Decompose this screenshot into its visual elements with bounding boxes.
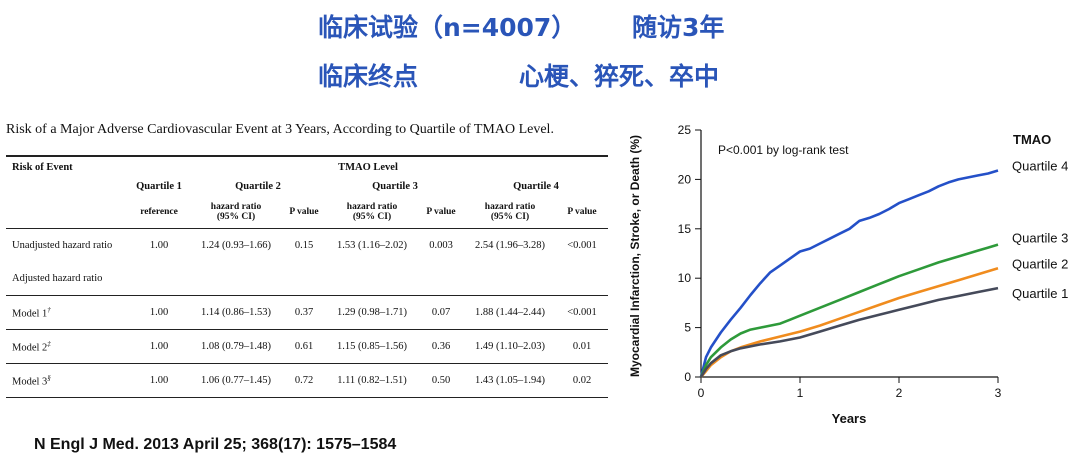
ci-label: (95% CI) — [216, 212, 256, 222]
x-tick-label: 3 — [995, 386, 1002, 400]
quartile-header: Quartile 4 — [513, 181, 559, 192]
model-name: Model 2 — [12, 342, 48, 354]
quartile-header: Quartile 1 — [136, 181, 182, 192]
row-label: Model 1† — [6, 295, 128, 330]
ci-label: (95% CI) — [490, 212, 530, 222]
hr-header: hazard ratio (95% CI) — [464, 196, 556, 229]
cell: 1.06 (0.77–1.45) — [201, 375, 271, 386]
y-tick-label: 20 — [678, 172, 692, 186]
series-line — [700, 267, 999, 378]
cell: 1.08 (0.79–1.48) — [190, 329, 282, 364]
cell: 0.02 — [572, 375, 592, 386]
quartile-header: Quartile 2 — [235, 181, 281, 192]
cell: 1.53 (1.16–2.02) — [337, 240, 407, 251]
cell: 1.29 (0.98–1.71) — [326, 295, 418, 330]
row-label: Model 2‡ — [6, 329, 128, 364]
endpoint-list: 心梗、猝死、卒中 — [519, 62, 720, 91]
cell: 0.37 — [282, 295, 326, 330]
table-row: Model 3§ 1.00 1.06 (0.77–1.45) 0.72 1.11… — [6, 364, 608, 398]
cell: 0.07 — [418, 295, 464, 330]
cell: 1.00 — [128, 295, 190, 330]
cell: 1.11 (0.82–1.51) — [337, 375, 407, 386]
logrank-annotation: P<0.001 by log-rank test — [718, 143, 849, 157]
series-line — [699, 286, 999, 378]
cell: 0.01 — [556, 329, 609, 364]
cell: 1.49 (1.10–2.03) — [464, 329, 556, 364]
table-row: Adjusted hazard ratio — [6, 262, 609, 296]
cell: 1.24 (0.93–1.66) — [201, 240, 271, 251]
hr-header: hazard ratio (95% CI) — [190, 196, 282, 229]
cell: <0.001 — [556, 295, 609, 330]
adjusted-label: Adjusted hazard ratio — [6, 262, 609, 296]
y-tick-label: 25 — [678, 123, 692, 137]
cell: 1.00 — [149, 240, 169, 251]
endpoint-label: 临床终点 — [318, 62, 419, 91]
row-label: Unadjusted hazard ratio — [12, 240, 113, 251]
table-row: Model 2‡ 1.00 1.08 (0.79–1.48) 0.61 1.15… — [6, 329, 609, 364]
p-header: P value — [556, 196, 609, 229]
cell: 1.00 — [149, 375, 169, 386]
cell: 0.72 — [294, 375, 314, 386]
cell: 0.36 — [418, 329, 464, 364]
y-tick-label: 10 — [678, 271, 692, 285]
y-tick-label: 15 — [678, 222, 692, 236]
km-curve-chart: 0 5 10 15 20 25 0 1 2 3 Quartile 4 Quartile 3 Quart… — [628, 123, 1068, 426]
x-axis-label: Years — [832, 411, 867, 426]
risk-of-event-header: Risk of Event — [12, 161, 73, 173]
cell: 0.15 — [294, 240, 314, 251]
hazard-ratio-table: Risk of Event TMAO Level Quartile 1 Quar… — [6, 155, 609, 398]
reference-header: reference — [128, 196, 190, 229]
series-label: Quartile 3 — [1012, 231, 1068, 246]
trial-title: 临床试验（n=4007） — [318, 13, 577, 42]
x-tick-label: 2 — [896, 386, 903, 400]
quartile-header: Quartile 3 — [372, 181, 418, 192]
series-line — [699, 169, 999, 378]
cell: 0.61 — [282, 329, 326, 364]
footnote-mark: § — [47, 373, 51, 382]
cell: 1.88 (1.44–2.44) — [464, 295, 556, 330]
x-tick-label: 1 — [797, 386, 804, 400]
cell: 0.003 — [429, 240, 453, 251]
followup-title: 随访3年 — [632, 13, 725, 42]
table-caption: Risk of a Major Adverse Cardiovascular E… — [6, 122, 554, 137]
row-label: Model 3§ — [6, 364, 128, 398]
cell: 1.43 (1.05–1.94) — [475, 375, 545, 386]
tmao-level-header: TMAO Level — [338, 161, 398, 173]
model-name: Model 1 — [12, 308, 48, 320]
y-tick-label: 0 — [684, 370, 691, 384]
p-header: P value — [282, 196, 326, 229]
cell: 2.54 (1.96–3.28) — [475, 240, 545, 251]
series-label: Quartile 1 — [1012, 286, 1068, 301]
hr-label: hazard ratio — [346, 202, 398, 212]
y-axis-label: Myocardial Infarction, Stroke, or Death … — [628, 135, 642, 377]
cell: <0.001 — [567, 240, 597, 251]
cell: 1.00 — [128, 329, 190, 364]
footnote-mark: † — [47, 305, 51, 314]
cell: 0.50 — [431, 375, 451, 386]
table-row: Model 1† 1.00 1.14 (0.86–1.53) 0.37 1.29… — [6, 295, 609, 330]
hr-label: hazard ratio — [210, 202, 262, 212]
series-line — [699, 243, 999, 378]
series-label: Quartile 4 — [1012, 159, 1068, 174]
p-header: P value — [418, 196, 464, 229]
hr-header: hazard ratio (95% CI) — [326, 196, 418, 229]
table-row: Unadjusted hazard ratio 1.00 1.24 (0.93–… — [6, 229, 608, 263]
x-tick-label: 0 — [698, 386, 705, 400]
legend-title: TMAO — [1013, 132, 1051, 147]
cell: 1.15 (0.85–1.56) — [326, 329, 418, 364]
model-name: Model 3 — [12, 376, 48, 388]
y-tick-label: 5 — [684, 321, 691, 335]
hr-label: hazard ratio — [484, 202, 536, 212]
cell: 1.14 (0.86–1.53) — [190, 295, 282, 330]
citation: N Engl J Med. 2013 April 25; 368(17): 15… — [34, 436, 397, 453]
series-label: Quartile 2 — [1012, 256, 1068, 271]
ci-label: (95% CI) — [352, 212, 392, 222]
footnote-mark: ‡ — [47, 339, 51, 348]
